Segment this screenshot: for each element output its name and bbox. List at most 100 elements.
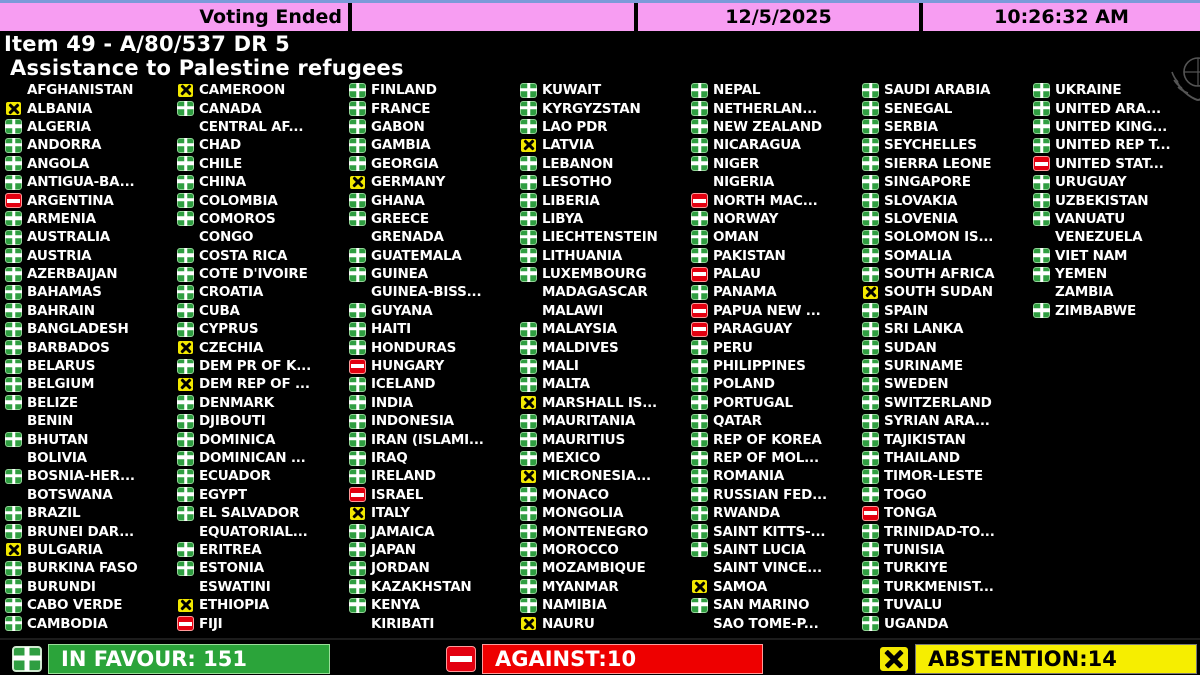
abstention-icon — [520, 616, 537, 632]
vote-icon-slot — [176, 321, 197, 337]
vote-icon-slot — [519, 524, 540, 540]
vote-icon-slot — [690, 413, 711, 429]
in-favour-icon — [520, 358, 537, 374]
in-favour-icon — [177, 560, 194, 576]
country-name: BAHRAIN — [27, 302, 95, 319]
against-icon — [349, 358, 366, 374]
voting-status: Voting Ended — [199, 6, 342, 28]
country-name: SAINT VINCE... — [713, 560, 822, 577]
country-row: DOMINICA — [176, 430, 348, 448]
in-favour-icon — [691, 432, 708, 448]
in-favour-icon — [862, 119, 879, 135]
in-favour-icon — [177, 413, 194, 429]
country-name: MAURITANIA — [542, 413, 636, 430]
country-row: VENEZUELA — [1032, 228, 1200, 246]
in-favour-icon — [349, 137, 366, 153]
vote-icon-slot — [861, 82, 882, 98]
abstention-icon — [349, 505, 366, 521]
country-row: NORTH MAC... — [690, 191, 862, 209]
vote-icon-slot — [519, 119, 540, 135]
in-favour-icon — [177, 174, 194, 190]
vote-icon-slot — [690, 137, 711, 153]
in-favour-icon — [5, 616, 22, 632]
country-name: SIERRA LEONE — [884, 155, 992, 172]
country-row: SENEGAL — [861, 99, 1033, 117]
in-favour-icon — [5, 395, 22, 411]
country-name: BOSNIA-HER... — [27, 468, 135, 485]
country-name: LIECHTENSTEIN — [542, 229, 658, 246]
country-name: LATVIA — [542, 137, 594, 154]
vote-icon-slot — [519, 248, 540, 264]
vote-icon-slot — [176, 395, 197, 411]
country-row: KUWAIT — [519, 81, 691, 99]
in-favour-icon — [349, 119, 366, 135]
vote-icon-slot — [861, 248, 882, 264]
country-name: ECUADOR — [199, 468, 271, 485]
country-name: SAINT KITTS-... — [713, 523, 826, 540]
in-favour-icon — [5, 211, 22, 227]
country-row: VANUATU — [1032, 210, 1200, 228]
country-row: CAMEROON — [176, 81, 348, 99]
country-name: TUVALU — [884, 597, 943, 614]
abstention-icon — [879, 646, 909, 672]
against-icon — [691, 193, 708, 209]
vote-icon-slot — [519, 156, 540, 172]
country-name: ETHIOPIA — [199, 597, 269, 614]
in-favour-icon — [520, 597, 537, 613]
country-row: BELGIUM — [4, 375, 176, 393]
in-favour-icon — [862, 193, 879, 209]
in-favour-icon — [691, 542, 708, 558]
country-name: LAO PDR — [542, 118, 608, 135]
in-favour-icon — [1033, 211, 1050, 227]
vote-icon-slot — [861, 413, 882, 429]
vote-icon-slot — [1032, 303, 1053, 319]
country-name: ANGOLA — [27, 155, 90, 172]
country-row: JAPAN — [348, 541, 520, 559]
vote-icon-slot — [4, 358, 25, 374]
vote-icon-slot — [348, 413, 369, 429]
vote-column-4: KUWAIT KYRGYZSTAN LAO PDR LATVIA LEBANON LESO… — [519, 81, 691, 633]
country-row: BOTSWANA — [4, 486, 176, 504]
no-vote-placeholder — [176, 119, 197, 134]
vote-icon-slot — [861, 487, 882, 503]
in-favour-icon — [177, 193, 194, 209]
in-favour-icon — [520, 82, 537, 98]
country-name: PHILIPPINES — [713, 358, 806, 375]
country-name: BELIZE — [27, 394, 78, 411]
vote-icon-slot — [519, 229, 540, 245]
country-row: BURUNDI — [4, 578, 176, 596]
country-name: ICELAND — [371, 376, 436, 393]
country-name: PANAMA — [713, 284, 777, 301]
in-favour-icon — [1033, 82, 1050, 98]
vote-icon-slot — [690, 376, 711, 392]
country-row: DOMINICAN ... — [176, 449, 348, 467]
vote-icon-slot — [348, 340, 369, 356]
vote-icon-slot — [4, 395, 25, 411]
country-name: ARMENIA — [27, 210, 96, 227]
country-row: AZERBAIJAN — [4, 265, 176, 283]
country-name: GUINEA — [371, 266, 428, 283]
vote-icon-slot — [4, 266, 25, 282]
country-name: POLAND — [713, 376, 775, 393]
in-favour-icon — [520, 487, 537, 503]
country-row: KYRGYZSTAN — [519, 99, 691, 117]
vote-column-2: CAMEROON CANADA CENTRAL AF... CHAD CHILE CHIN… — [176, 81, 348, 633]
vote-icon-slot — [348, 174, 369, 190]
in-favour-icon — [349, 101, 366, 117]
vote-icon-slot — [861, 542, 882, 558]
country-row: SLOVENIA — [861, 210, 1033, 228]
vote-icon-slot — [176, 248, 197, 264]
country-name: SENEGAL — [884, 100, 953, 117]
vote-icon-slot — [4, 505, 25, 521]
against-icon — [349, 487, 366, 503]
country-name: TURKIYE — [884, 560, 948, 577]
country-name: NIGERIA — [713, 174, 775, 191]
abstention-icon — [349, 174, 366, 190]
in-favour-icon — [177, 248, 194, 264]
country-name: ESWATINI — [199, 578, 271, 595]
vote-icon-slot — [519, 211, 540, 227]
in-favour-icon — [349, 376, 366, 392]
un-emblem-icon — [1171, 57, 1200, 102]
country-name: NETHERLAN... — [713, 100, 817, 117]
country-row: BAHRAIN — [4, 302, 176, 320]
